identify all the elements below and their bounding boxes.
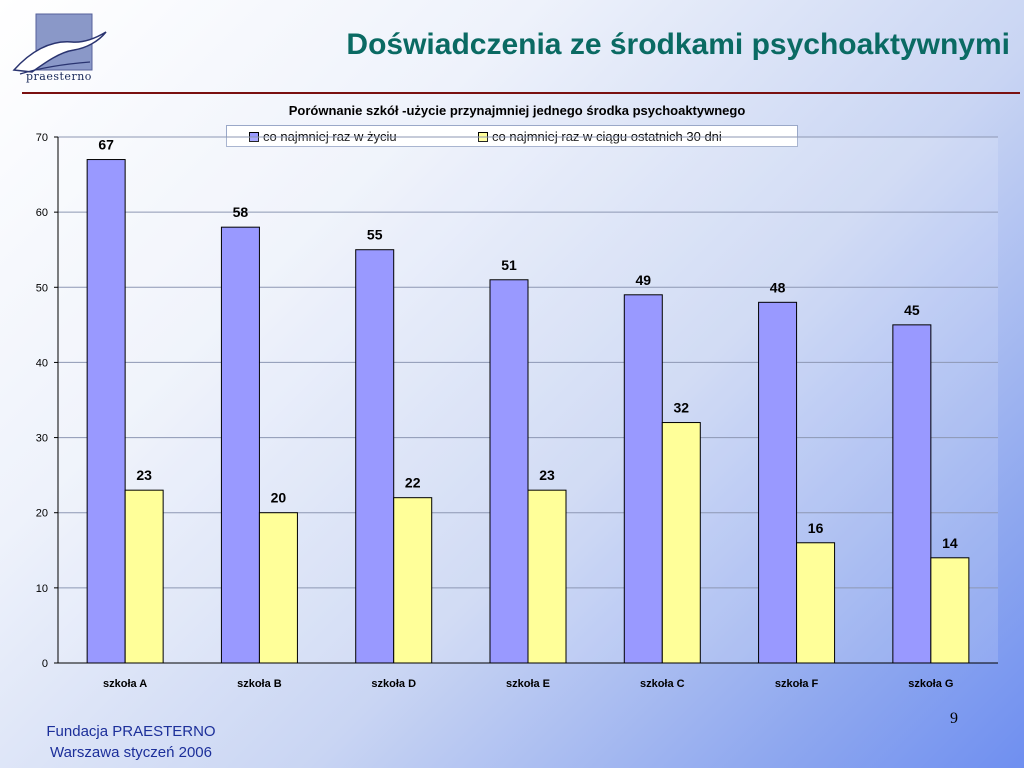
x-tick-label: szkoła D <box>371 678 416 690</box>
bar <box>220 226 260 664</box>
data-label: 55 <box>367 227 383 243</box>
bar <box>527 489 567 664</box>
footer-organization: Fundacja PRAESTERNO <box>46 723 216 740</box>
data-label: 48 <box>770 279 786 295</box>
x-tick-label: szkoła E <box>506 678 550 690</box>
bar <box>258 512 298 664</box>
x-tick-label: szkoła B <box>237 678 282 690</box>
data-label: 23 <box>539 467 555 483</box>
data-label: 67 <box>98 137 114 153</box>
y-tick-label: 50 <box>36 282 48 294</box>
x-tick-label: szkoła G <box>908 678 953 690</box>
data-label: 23 <box>136 467 152 483</box>
bird-logo-icon <box>10 12 110 88</box>
bar <box>623 294 663 664</box>
chart-legend: co najmniej raz w życiu co najmniej raz … <box>226 125 798 147</box>
data-label: 32 <box>673 400 689 416</box>
data-label: 45 <box>904 302 920 318</box>
data-label: 16 <box>808 520 824 536</box>
bar <box>489 279 529 664</box>
x-tick-label: szkoła A <box>103 678 147 690</box>
bar <box>355 249 395 664</box>
bar <box>124 489 164 664</box>
y-tick-label: 60 <box>36 207 48 219</box>
x-tick-label: szkoła C <box>640 678 685 690</box>
chart-title: Porównanie szkół -użycie przynajmniej je… <box>288 103 746 118</box>
data-label: 22 <box>405 475 421 491</box>
title-divider <box>22 92 1020 94</box>
x-tick-label: szkoła F <box>775 678 819 690</box>
bar <box>661 422 701 664</box>
footer-date: Warszawa styczeń 2006 <box>49 744 212 761</box>
data-label: 20 <box>271 490 287 506</box>
y-tick-label: 30 <box>36 433 48 445</box>
data-label: 49 <box>635 272 651 288</box>
y-tick-label: 0 <box>42 658 48 670</box>
y-tick-label: 10 <box>36 583 48 595</box>
y-tick-label: 40 <box>36 357 48 369</box>
bar <box>758 301 798 664</box>
page-number: 9 <box>950 710 958 727</box>
data-label: 58 <box>233 204 249 220</box>
bar <box>892 324 932 664</box>
bar <box>930 557 970 664</box>
bar <box>393 497 433 664</box>
y-tick-label: 70 <box>36 132 48 144</box>
slide-title: Doświadczenia ze środkami psychoaktywnym… <box>346 28 1010 61</box>
bar <box>796 542 836 664</box>
data-label: 51 <box>501 257 517 273</box>
data-label: 14 <box>942 535 958 551</box>
logo-text: praesterno <box>26 70 92 83</box>
bar <box>86 159 126 664</box>
y-tick-label: 20 <box>36 508 48 520</box>
